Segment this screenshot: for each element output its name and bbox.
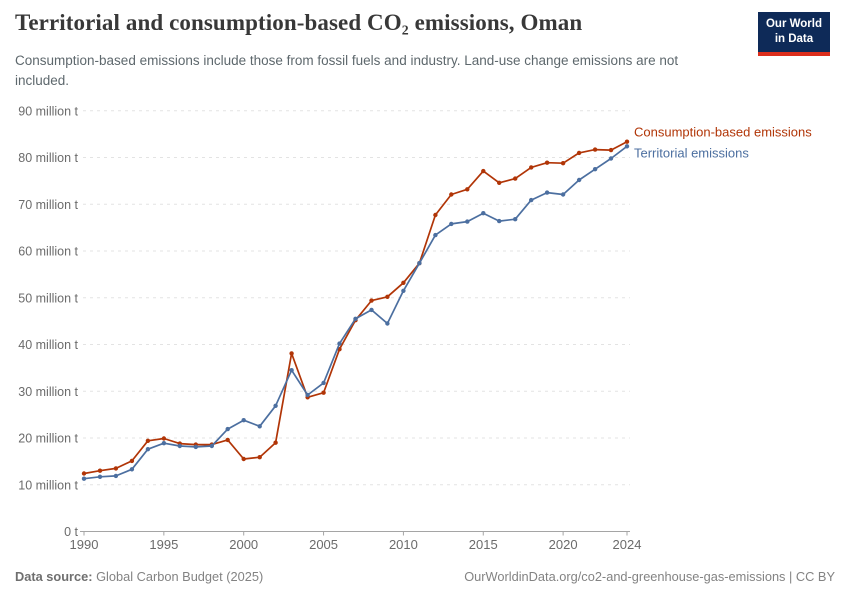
data-point-territorial-emissions[interactable] [353, 316, 358, 321]
y-axis-tick-label: 0 t [64, 525, 78, 539]
data-point-territorial-emissions[interactable] [433, 232, 438, 238]
data-point-territorial-emissions[interactable] [161, 441, 167, 446]
data-point-territorial-emissions[interactable] [560, 192, 566, 197]
data-point-consumption-based-emissions[interactable] [289, 351, 294, 356]
data-point-consumption-based-emissions[interactable] [608, 147, 614, 153]
x-axis-tick-label: 2010 [389, 537, 418, 552]
y-axis-tick-label: 70 million t [18, 198, 78, 212]
data-point-consumption-based-emissions[interactable] [273, 440, 278, 445]
data-point-territorial-emissions[interactable] [449, 221, 454, 227]
data-point-consumption-based-emissions[interactable] [497, 180, 502, 185]
data-point-consumption-based-emissions[interactable] [560, 161, 566, 166]
y-axis-tick-label: 50 million t [18, 291, 78, 305]
data-point-territorial-emissions[interactable] [273, 403, 278, 408]
data-point-territorial-emissions[interactable] [481, 211, 486, 216]
data-point-territorial-emissions[interactable] [529, 197, 534, 203]
data-point-territorial-emissions[interactable] [113, 473, 119, 479]
data-point-consumption-based-emissions[interactable] [145, 438, 151, 443]
data-point-consumption-based-emissions[interactable] [544, 160, 550, 165]
data-point-territorial-emissions[interactable] [608, 156, 614, 161]
y-axis-tick-label: 20 million t [18, 432, 78, 446]
data-point-consumption-based-emissions[interactable] [257, 455, 262, 460]
data-point-territorial-emissions[interactable] [592, 167, 598, 172]
data-point-consumption-based-emissions[interactable] [481, 168, 486, 174]
chart-subtitle: Consumption-based emissions include thos… [15, 53, 679, 88]
x-axis-tick-label: 2000 [229, 537, 258, 552]
x-axis-tick-label: 2020 [549, 537, 578, 552]
data-point-consumption-based-emissions[interactable] [97, 468, 103, 473]
data-point-consumption-based-emissions[interactable] [433, 212, 438, 218]
y-axis-tick-label: 90 million t [18, 104, 78, 118]
data-point-consumption-based-emissions[interactable] [81, 471, 87, 476]
y-axis-tick-label: 40 million t [18, 338, 78, 352]
data-point-consumption-based-emissions[interactable] [592, 147, 598, 152]
y-axis-tick-label: 60 million t [18, 245, 78, 259]
data-point-territorial-emissions[interactable] [305, 392, 310, 398]
data-point-consumption-based-emissions[interactable] [576, 150, 582, 156]
data-point-territorial-emissions[interactable] [624, 144, 630, 149]
data-source-text: Global Carbon Budget (2025) [92, 569, 264, 584]
x-axis-tick-label: 2024 [613, 537, 642, 552]
data-source-note: Data source: Global Carbon Budget (2025) [15, 569, 263, 584]
data-source-label: Data source: [15, 569, 93, 584]
data-point-consumption-based-emissions[interactable] [513, 176, 518, 181]
data-point-territorial-emissions[interactable] [193, 444, 198, 450]
data-point-consumption-based-emissions[interactable] [401, 280, 406, 285]
data-point-territorial-emissions[interactable] [385, 321, 390, 326]
series-line-territorial-emissions[interactable] [83, 145, 628, 480]
data-point-territorial-emissions[interactable] [465, 219, 470, 224]
chart-title: Territorial and consumption-based CO₂ em… [15, 10, 583, 35]
data-point-territorial-emissions[interactable] [513, 217, 518, 222]
data-point-consumption-based-emissions[interactable] [385, 294, 390, 299]
owid-logo-line2: in Data [774, 32, 814, 45]
data-point-consumption-based-emissions[interactable] [449, 192, 454, 197]
attribution-link[interactable]: OurWorldinData.org/co2-and-greenhouse-ga… [464, 569, 835, 584]
x-axis-tick-label: 2015 [469, 537, 498, 552]
owid-logo-line1: Our World [765, 18, 822, 30]
data-point-territorial-emissions[interactable] [97, 474, 103, 479]
data-point-territorial-emissions[interactable] [417, 261, 422, 266]
data-point-consumption-based-emissions[interactable] [113, 466, 119, 471]
x-axis-tick-label: 1990 [70, 537, 99, 552]
y-axis-tick-label: 10 million t [18, 478, 78, 492]
data-point-territorial-emissions[interactable] [145, 447, 151, 452]
chart-footer: Data source: Global Carbon Budget (2025)… [15, 569, 835, 584]
x-axis-tick-label: 1995 [149, 537, 178, 552]
data-point-territorial-emissions[interactable] [81, 476, 87, 481]
data-point-consumption-based-emissions[interactable] [129, 458, 135, 464]
data-point-consumption-based-emissions[interactable] [241, 456, 246, 462]
data-point-consumption-based-emissions[interactable] [161, 436, 167, 441]
x-axis-tick-label: 2005 [309, 537, 338, 552]
data-point-consumption-based-emissions[interactable] [369, 298, 374, 303]
data-point-territorial-emissions[interactable] [576, 177, 582, 183]
data-point-territorial-emissions[interactable] [401, 288, 406, 293]
data-point-consumption-based-emissions[interactable] [529, 165, 534, 170]
data-point-territorial-emissions[interactable] [129, 467, 135, 472]
data-point-territorial-emissions[interactable] [289, 368, 294, 373]
data-point-consumption-based-emissions[interactable] [465, 187, 470, 192]
data-point-consumption-based-emissions[interactable] [624, 139, 630, 144]
y-axis-tick-label: 30 million t [18, 385, 78, 399]
legend-label-territorial-emissions[interactable]: Territorial emissions [634, 145, 749, 160]
data-point-territorial-emissions[interactable] [177, 443, 182, 449]
owid-logo: Our World in Data [757, 12, 830, 56]
y-axis-tick-label: 80 million t [18, 151, 78, 165]
data-point-consumption-based-emissions[interactable] [225, 437, 230, 443]
data-point-territorial-emissions[interactable] [544, 190, 550, 195]
data-point-territorial-emissions[interactable] [497, 218, 502, 224]
data-point-territorial-emissions[interactable] [257, 424, 262, 429]
data-point-territorial-emissions[interactable] [321, 380, 326, 386]
data-point-territorial-emissions[interactable] [209, 443, 214, 449]
legend-label-consumption-based-emissions[interactable]: Consumption-based emissions [634, 125, 812, 140]
data-point-territorial-emissions[interactable] [369, 307, 374, 313]
data-point-territorial-emissions[interactable] [241, 418, 246, 423]
data-point-territorial-emissions[interactable] [225, 426, 230, 432]
data-point-consumption-based-emissions[interactable] [321, 390, 326, 395]
data-point-territorial-emissions[interactable] [337, 341, 342, 346]
